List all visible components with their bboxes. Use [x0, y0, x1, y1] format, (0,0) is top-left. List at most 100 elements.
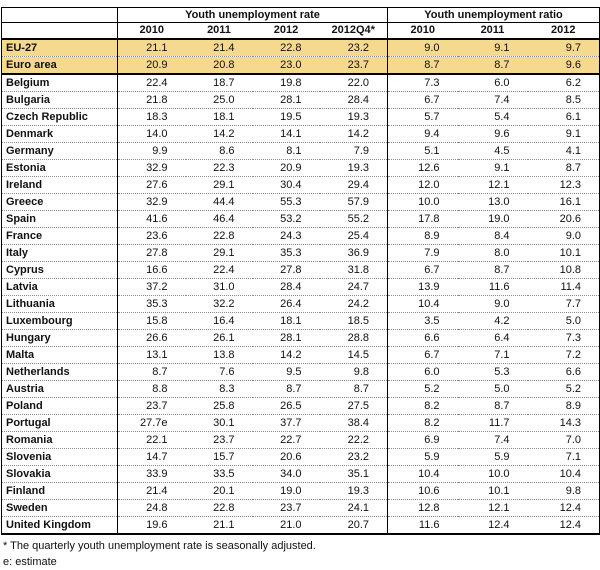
rate-value-cell: 29.1: [185, 244, 253, 262]
ratio-value-cell: 7.7: [527, 295, 600, 313]
table-row: Estonia 32.9 22.3 20.9 19.3 12.6 9.1 8.7: [1, 159, 600, 177]
rate-year-header: 2012Q4*: [319, 22, 388, 40]
rate-value-cell: 8.6: [185, 142, 253, 160]
country-cell: Austria: [1, 380, 118, 398]
rate-value-cell: 24.8: [117, 499, 186, 517]
country-cell: Italy: [1, 244, 118, 262]
country-cell: United Kingdom: [1, 516, 118, 535]
table-row: Euro area 20.9 20.8 23.0 23.7 8.7 8.7 9.6: [1, 56, 600, 75]
ratio-value-cell: 10.0: [457, 465, 528, 483]
table-row: Czech Republic 18.3 18.1 19.5 19.3 5.7 5.4 6.1: [1, 108, 600, 126]
rate-value-cell: 24.3: [252, 227, 320, 245]
rate-value-cell: 15.7: [185, 448, 253, 466]
rate-value-cell: 7.9: [319, 142, 388, 160]
rate-value-cell: 28.1: [252, 329, 320, 347]
rate-value-cell: 18.5: [319, 312, 388, 330]
rate-value-cell: 23.2: [319, 39, 388, 57]
rate-value-cell: 22.4: [185, 261, 253, 279]
rate-value-cell: 35.3: [252, 244, 320, 262]
ratio-value-cell: 6.6: [527, 363, 600, 381]
rate-value-cell: 22.2: [319, 431, 388, 449]
rate-value-cell: 29.1: [185, 176, 253, 194]
rate-value-cell: 36.9: [319, 244, 388, 262]
rate-value-cell: 19.0: [252, 482, 320, 500]
rate-value-cell: 19.3: [319, 482, 388, 500]
rate-value-cell: 32.2: [185, 295, 253, 313]
rate-value-cell: 13.8: [185, 346, 253, 364]
table-row: Sweden 24.8 22.8 23.7 24.1 12.8 12.1 12.4: [1, 499, 600, 517]
country-cell: Poland: [1, 397, 118, 415]
ratio-value-cell: 9.8: [527, 482, 600, 500]
rate-value-cell: 23.7: [185, 431, 253, 449]
rate-value-cell: 38.4: [319, 414, 388, 432]
country-cell: Ireland: [1, 176, 118, 194]
ratio-value-cell: 4.1: [527, 142, 600, 160]
ratio-value-cell: 10.6: [387, 482, 458, 500]
country-cell: Euro area: [1, 56, 118, 75]
ratio-value-cell: 8.0: [457, 244, 528, 262]
ratio-value-cell: 8.5: [527, 91, 600, 109]
table-row: Belgium 22.4 18.7 19.8 22.0 7.3 6.0 6.2: [1, 74, 600, 92]
rate-group-header: Youth unemployment rate: [117, 7, 388, 23]
table-row: Greece 32.9 44.4 55.3 57.9 10.0 13.0 16.1: [1, 193, 600, 211]
header-group-row: Youth unemployment rate Youth unemployme…: [1, 7, 600, 23]
ratio-year-header: 2011: [457, 22, 528, 40]
ratio-value-cell: 12.8: [387, 499, 458, 517]
rate-value-cell: 31.0: [185, 278, 253, 296]
country-cell: Belgium: [1, 74, 118, 92]
rate-value-cell: 21.1: [117, 39, 186, 57]
ratio-value-cell: 7.4: [457, 91, 528, 109]
country-cell: Latvia: [1, 278, 118, 296]
table-row: Latvia 37.2 31.0 28.4 24.7 13.9 11.6 11.4: [1, 278, 600, 296]
rate-value-cell: 28.1: [252, 91, 320, 109]
country-cell: Lithuania: [1, 295, 118, 313]
table-row: Austria 8.8 8.3 8.7 8.7 5.2 5.0 5.2: [1, 380, 600, 398]
rate-value-cell: 28.8: [319, 329, 388, 347]
ratio-value-cell: 9.0: [387, 39, 458, 57]
rate-value-cell: 37.7: [252, 414, 320, 432]
rate-value-cell: 22.3: [185, 159, 253, 177]
corner-cell: [1, 22, 118, 40]
rate-value-cell: 26.1: [185, 329, 253, 347]
rate-value-cell: 25.4: [319, 227, 388, 245]
rate-value-cell: 15.8: [117, 312, 186, 330]
rate-value-cell: 23.6: [117, 227, 186, 245]
youth-unemployment-table: Youth unemployment rate Youth unemployme…: [1, 7, 600, 535]
ratio-value-cell: 11.4: [527, 278, 600, 296]
country-cell: Hungary: [1, 329, 118, 347]
rate-value-cell: 53.2: [252, 210, 320, 228]
rate-value-cell: 21.4: [185, 39, 253, 57]
ratio-value-cell: 8.7: [457, 261, 528, 279]
rate-value-cell: 37.2: [117, 278, 186, 296]
rate-value-cell: 29.4: [319, 176, 388, 194]
ratio-value-cell: 8.9: [387, 227, 458, 245]
ratio-value-cell: 10.4: [387, 295, 458, 313]
rate-value-cell: 28.4: [319, 91, 388, 109]
ratio-value-cell: 5.2: [527, 380, 600, 398]
country-cell: Greece: [1, 193, 118, 211]
ratio-value-cell: 6.0: [457, 74, 528, 92]
ratio-value-cell: 10.4: [527, 465, 600, 483]
ratio-value-cell: 10.1: [457, 482, 528, 500]
rate-value-cell: 22.1: [117, 431, 186, 449]
ratio-value-cell: 9.6: [457, 125, 528, 143]
rate-value-cell: 27.8: [252, 261, 320, 279]
rate-value-cell: 27.5: [319, 397, 388, 415]
rate-value-cell: 25.0: [185, 91, 253, 109]
ratio-value-cell: 5.1: [387, 142, 458, 160]
country-cell: Spain: [1, 210, 118, 228]
ratio-value-cell: 9.1: [527, 125, 600, 143]
ratio-value-cell: 6.6: [387, 329, 458, 347]
country-cell: Slovenia: [1, 448, 118, 466]
corner-cell: [1, 7, 118, 23]
rate-value-cell: 20.1: [185, 482, 253, 500]
rate-value-cell: 28.4: [252, 278, 320, 296]
ratio-value-cell: 5.0: [457, 380, 528, 398]
ratio-value-cell: 6.0: [387, 363, 458, 381]
rate-value-cell: 8.7: [252, 380, 320, 398]
ratio-value-cell: 5.4: [457, 108, 528, 126]
country-cell: Denmark: [1, 125, 118, 143]
ratio-value-cell: 5.9: [387, 448, 458, 466]
table-row: EU-27 21.1 21.4 22.8 23.2 9.0 9.1 9.7: [1, 39, 600, 57]
